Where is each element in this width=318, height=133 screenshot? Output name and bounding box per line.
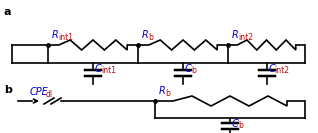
Text: R: R: [142, 30, 149, 40]
Text: int2: int2: [238, 33, 253, 42]
Text: b: b: [165, 89, 170, 98]
Text: int2: int2: [274, 66, 289, 75]
Text: int1: int1: [101, 66, 116, 75]
Text: dl: dl: [46, 90, 53, 99]
Text: int1: int1: [58, 33, 73, 42]
Text: R: R: [159, 86, 166, 96]
Text: R: R: [52, 30, 59, 40]
Text: a: a: [4, 7, 11, 17]
Text: C: C: [185, 64, 192, 74]
Text: C: C: [268, 64, 275, 74]
Text: b: b: [238, 121, 243, 130]
Text: C: C: [95, 64, 102, 74]
Text: b: b: [191, 66, 196, 75]
Text: R: R: [232, 30, 239, 40]
Text: b: b: [4, 85, 12, 95]
Text: CPE: CPE: [30, 87, 49, 97]
Text: b: b: [148, 33, 153, 42]
Text: C: C: [232, 119, 239, 129]
